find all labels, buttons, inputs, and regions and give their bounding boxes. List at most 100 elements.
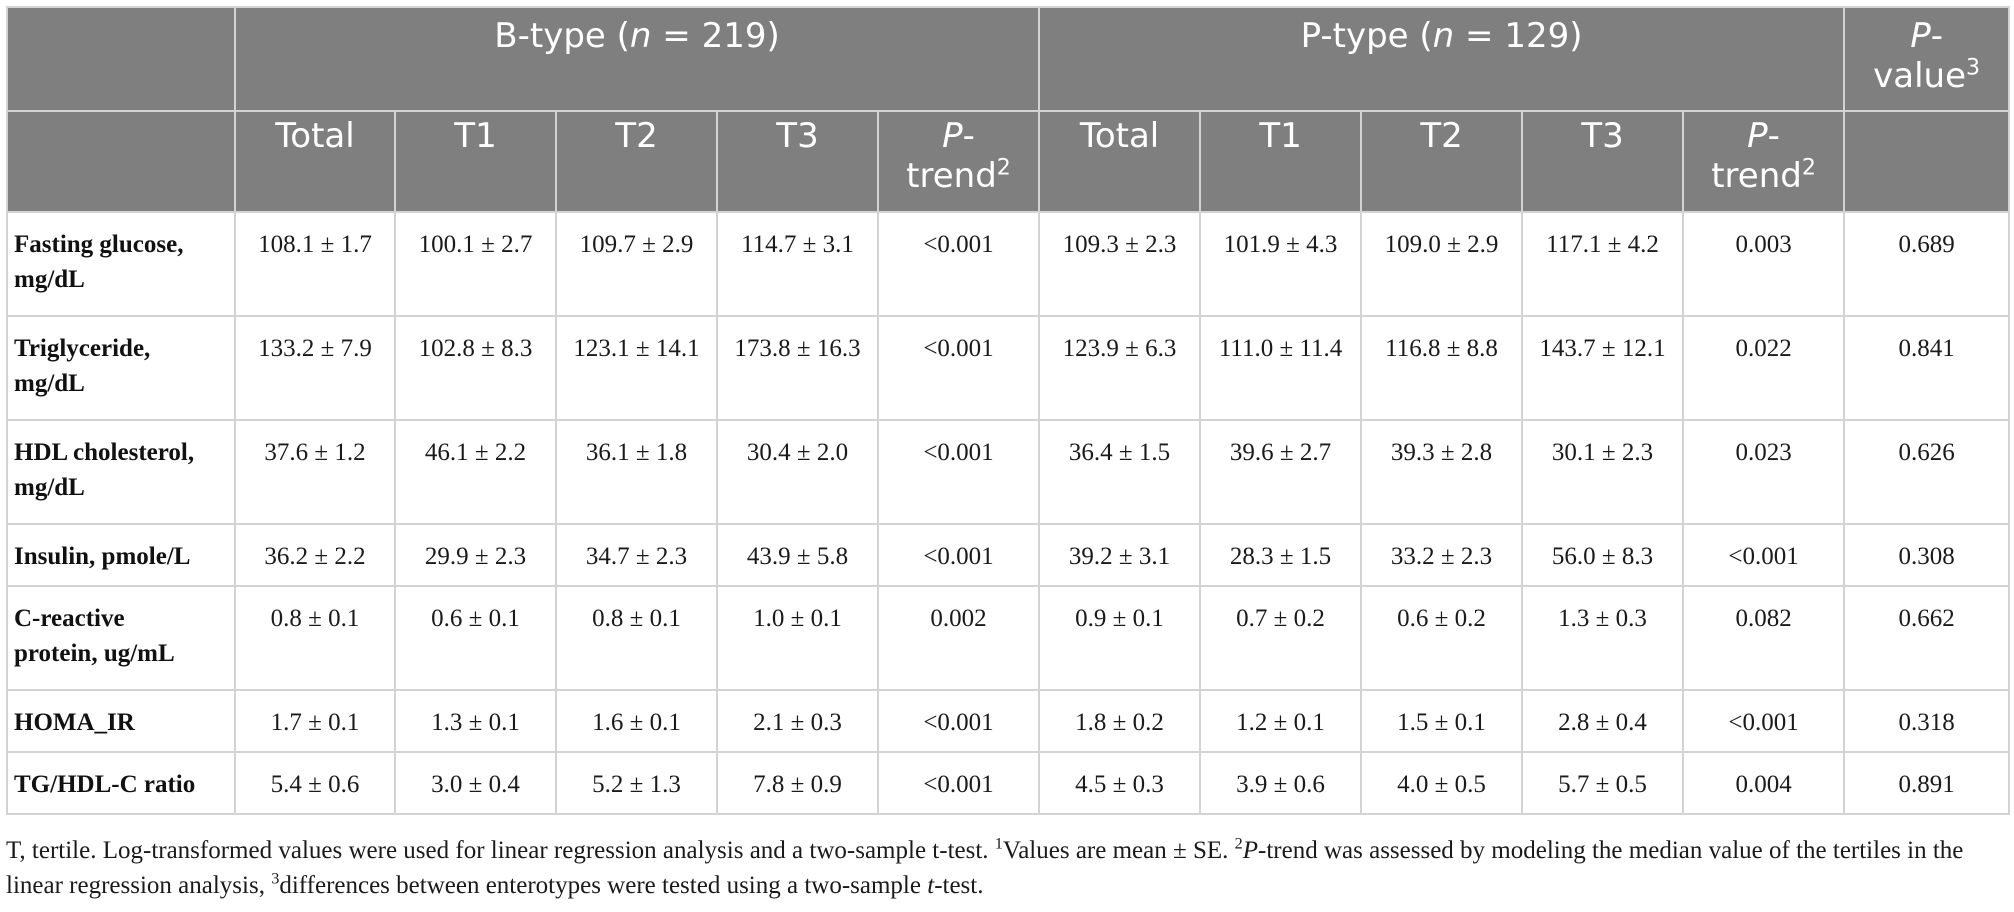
table-cell: 114.7 ± 3.1 xyxy=(716,211,879,317)
header-b-p-trend: P- trend2 xyxy=(876,110,1041,213)
group-header-p-type: P-type (n = 129) xyxy=(1038,6,1846,112)
table-cell: 0.689 xyxy=(1843,211,2011,317)
table-cell: 2.1 ± 0.3 xyxy=(716,689,879,753)
table-cell: 0.318 xyxy=(1843,689,2011,753)
table-cell: <0.001 xyxy=(1682,523,1846,587)
table-cell: 5.4 ± 0.6 xyxy=(234,751,396,815)
table-row: C-reactive protein, ug/mL 0.8 ± 0.1 0.6 ±… xyxy=(6,585,2011,691)
table-cell: 1.8 ± 0.2 xyxy=(1038,689,1202,753)
header-b-t3: T3 xyxy=(716,110,879,213)
table-cell: 173.8 ± 16.3 xyxy=(716,315,879,421)
table-cell: 0.841 xyxy=(1843,315,2011,421)
row-label: HOMA_IR xyxy=(6,689,236,753)
table-cell: 0.002 xyxy=(876,585,1041,691)
table-cell: 0.022 xyxy=(1682,315,1846,421)
table-cell: 3.9 ± 0.6 xyxy=(1199,751,1363,815)
table-cell: 29.9 ± 2.3 xyxy=(394,523,557,587)
table-cell: <0.001 xyxy=(876,689,1041,753)
table-cell: <0.001 xyxy=(876,523,1041,587)
row-label: Insulin, pmole/L xyxy=(6,523,236,587)
table-cell: 56.0 ± 8.3 xyxy=(1521,523,1685,587)
header-blank-cell xyxy=(6,110,236,213)
header-p-total: Total xyxy=(1038,110,1202,213)
table-cell: 111.0 ± 11.4 xyxy=(1199,315,1363,421)
table-cell: 0.8 ± 0.1 xyxy=(234,585,396,691)
table-cell: 2.8 ± 0.4 xyxy=(1521,689,1685,753)
table-cell: 5.7 ± 0.5 xyxy=(1521,751,1685,815)
table-cell: 46.1 ± 2.2 xyxy=(394,419,557,525)
table-cell: 109.3 ± 2.3 xyxy=(1038,211,1202,317)
table-cell: 102.8 ± 8.3 xyxy=(394,315,557,421)
table-cell: 0.023 xyxy=(1682,419,1846,525)
table-cell: 3.0 ± 0.4 xyxy=(394,751,557,815)
table-cell: 1.3 ± 0.1 xyxy=(394,689,557,753)
group-header-b-type: B-type (n = 219) xyxy=(233,6,1041,112)
table-cell: 0.6 ± 0.1 xyxy=(394,585,557,691)
header-p-value: P- value3 xyxy=(1843,6,2011,112)
header-p-t2: T2 xyxy=(1360,110,1524,213)
header-p-p-trend: P- trend2 xyxy=(1682,110,1846,213)
table-cell: 39.2 ± 3.1 xyxy=(1038,523,1202,587)
table-cell: 116.8 ± 8.8 xyxy=(1360,315,1524,421)
table-cell: 1.7 ± 0.1 xyxy=(234,689,396,753)
table-row: HOMA_IR 1.7 ± 0.1 1.3 ± 0.1 1.6 ± 0.1 2.… xyxy=(6,689,2011,753)
table-cell: 0.308 xyxy=(1843,523,2011,587)
table-cell: 0.8 ± 0.1 xyxy=(555,585,718,691)
table-cell: <0.001 xyxy=(876,751,1041,815)
table-cell: 101.9 ± 4.3 xyxy=(1199,211,1363,317)
table-cell: 4.5 ± 0.3 xyxy=(1038,751,1202,815)
header-p-t1: T1 xyxy=(1199,110,1363,213)
table-footnote: T, tertile. Log-transformed values were … xyxy=(6,834,1964,899)
table-cell: 123.1 ± 14.1 xyxy=(555,315,718,421)
table-cell: 0.626 xyxy=(1843,419,2011,525)
table-cell: 34.7 ± 2.3 xyxy=(555,523,718,587)
table-cell: 4.0 ± 0.5 xyxy=(1360,751,1524,815)
table-cell: <0.001 xyxy=(1682,689,1846,753)
table-cell: 1.3 ± 0.3 xyxy=(1521,585,1685,691)
table-cell: 36.2 ± 2.2 xyxy=(234,523,396,587)
header-p-t3: T3 xyxy=(1521,110,1685,213)
header-corner-cell xyxy=(6,6,236,112)
table-cell: 1.5 ± 0.1 xyxy=(1360,689,1524,753)
header-p-value-blank xyxy=(1843,110,2011,213)
table-cell: 0.891 xyxy=(1843,751,2011,815)
table-cell: 117.1 ± 4.2 xyxy=(1521,211,1685,317)
table-cell: 28.3 ± 1.5 xyxy=(1199,523,1363,587)
table-cell: <0.001 xyxy=(876,315,1041,421)
data-table: B-type (n = 219) P-type (n = 129) P- val… xyxy=(6,6,2011,815)
table-cell: 7.8 ± 0.9 xyxy=(716,751,879,815)
table-cell: 0.662 xyxy=(1843,585,2011,691)
table-cell: 0.6 ± 0.2 xyxy=(1360,585,1524,691)
table-cell: 5.2 ± 1.3 xyxy=(555,751,718,815)
row-label: TG/HDL-C ratio xyxy=(6,751,236,815)
table-row: TG/HDL-C ratio 5.4 ± 0.6 3.0 ± 0.4 5.2 ±… xyxy=(6,751,2011,815)
table-cell: 109.7 ± 2.9 xyxy=(555,211,718,317)
table-cell: 43.9 ± 5.8 xyxy=(716,523,879,587)
row-label: Fasting glucose, mg/dL xyxy=(6,211,236,317)
header-b-t1: T1 xyxy=(394,110,557,213)
table-row: Fasting glucose, mg/dL 108.1 ± 1.7 100.1 … xyxy=(6,211,2011,317)
table-cell: 1.6 ± 0.1 xyxy=(555,689,718,753)
row-label: HDL cholesterol, mg/dL xyxy=(6,419,236,525)
table-cell: 133.2 ± 7.9 xyxy=(234,315,396,421)
table-cell: 108.1 ± 1.7 xyxy=(234,211,396,317)
table-row: HDL cholesterol, mg/dL 37.6 ± 1.2 46.1 ± … xyxy=(6,419,2011,525)
table-cell: 36.4 ± 1.5 xyxy=(1038,419,1202,525)
table-cell: 0.003 xyxy=(1682,211,1846,317)
table-cell: 100.1 ± 2.7 xyxy=(394,211,557,317)
table-cell: 1.0 ± 0.1 xyxy=(716,585,879,691)
header-b-total: Total xyxy=(234,110,396,213)
table-cell: 0.004 xyxy=(1682,751,1846,815)
table-cell: 39.3 ± 2.8 xyxy=(1360,419,1524,525)
table-cell: 109.0 ± 2.9 xyxy=(1360,211,1524,317)
table-cell: 1.2 ± 0.1 xyxy=(1199,689,1363,753)
table-row: Insulin, pmole/L 36.2 ± 2.2 29.9 ± 2.3 3… xyxy=(6,523,2011,587)
table-cell: <0.001 xyxy=(876,419,1041,525)
table-cell: 123.9 ± 6.3 xyxy=(1038,315,1202,421)
table-cell: 37.6 ± 1.2 xyxy=(234,419,396,525)
table-cell: 30.4 ± 2.0 xyxy=(716,419,879,525)
table-cell: 143.7 ± 12.1 xyxy=(1521,315,1685,421)
header-row-groups: B-type (n = 219) P-type (n = 129) P- val… xyxy=(6,6,2011,112)
table-cell: <0.001 xyxy=(876,211,1041,317)
table-cell: 36.1 ± 1.8 xyxy=(555,419,718,525)
